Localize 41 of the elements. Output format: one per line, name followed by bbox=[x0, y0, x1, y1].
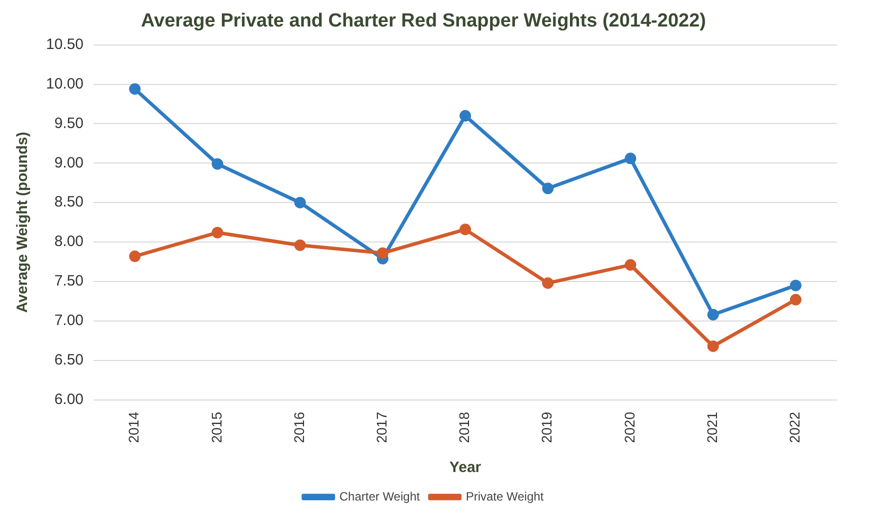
point bbox=[212, 226, 224, 238]
y-tick-label: 8.00 bbox=[54, 233, 84, 250]
y-tick-label: 10.00 bbox=[46, 75, 84, 92]
point bbox=[460, 224, 472, 236]
x-tick-label: 2022 bbox=[786, 412, 803, 444]
legend-label: Private Weight bbox=[466, 489, 544, 504]
point bbox=[707, 308, 719, 320]
x-tick-label: 2018 bbox=[456, 412, 472, 444]
y-tick-label: 6.00 bbox=[54, 390, 84, 408]
point bbox=[790, 294, 802, 306]
y-tick-label: 7.00 bbox=[54, 312, 84, 330]
chart-title: Average Private and Charter Red Snapper Weights (2014-2022) bbox=[141, 10, 706, 32]
point bbox=[294, 196, 306, 208]
y-tick-label: 9.00 bbox=[54, 154, 84, 172]
point bbox=[624, 152, 636, 164]
y-tick-label: 10.50 bbox=[46, 36, 84, 53]
x-tick-label: 2019 bbox=[538, 412, 555, 444]
y-tick-label: 7.50 bbox=[54, 272, 84, 290]
point bbox=[460, 110, 472, 122]
legend-label: Charter Weight bbox=[339, 489, 420, 504]
point bbox=[542, 277, 554, 289]
x-tick-label: 2017 bbox=[374, 412, 390, 444]
y-tick-label: 8.50 bbox=[54, 194, 84, 211]
x-tick-label: 2016 bbox=[290, 412, 307, 444]
point bbox=[376, 247, 388, 259]
point bbox=[129, 250, 141, 262]
point bbox=[624, 259, 636, 271]
y-axis-title: Average Weight (pounds) bbox=[14, 132, 32, 313]
y-tick-label: 9.50 bbox=[54, 114, 84, 132]
y-tick-label: 6.50 bbox=[54, 352, 84, 369]
point bbox=[129, 83, 141, 95]
x-tick-label: 2021 bbox=[704, 412, 720, 444]
x-tick-label: 2020 bbox=[621, 412, 638, 444]
x-tick-label: 2014 bbox=[126, 412, 142, 444]
point bbox=[542, 182, 554, 194]
point bbox=[707, 340, 719, 352]
point bbox=[212, 158, 224, 170]
point bbox=[294, 239, 306, 251]
x-tick-label: 2015 bbox=[208, 412, 224, 444]
x-axis-title: Year bbox=[449, 459, 482, 476]
point bbox=[790, 280, 802, 292]
